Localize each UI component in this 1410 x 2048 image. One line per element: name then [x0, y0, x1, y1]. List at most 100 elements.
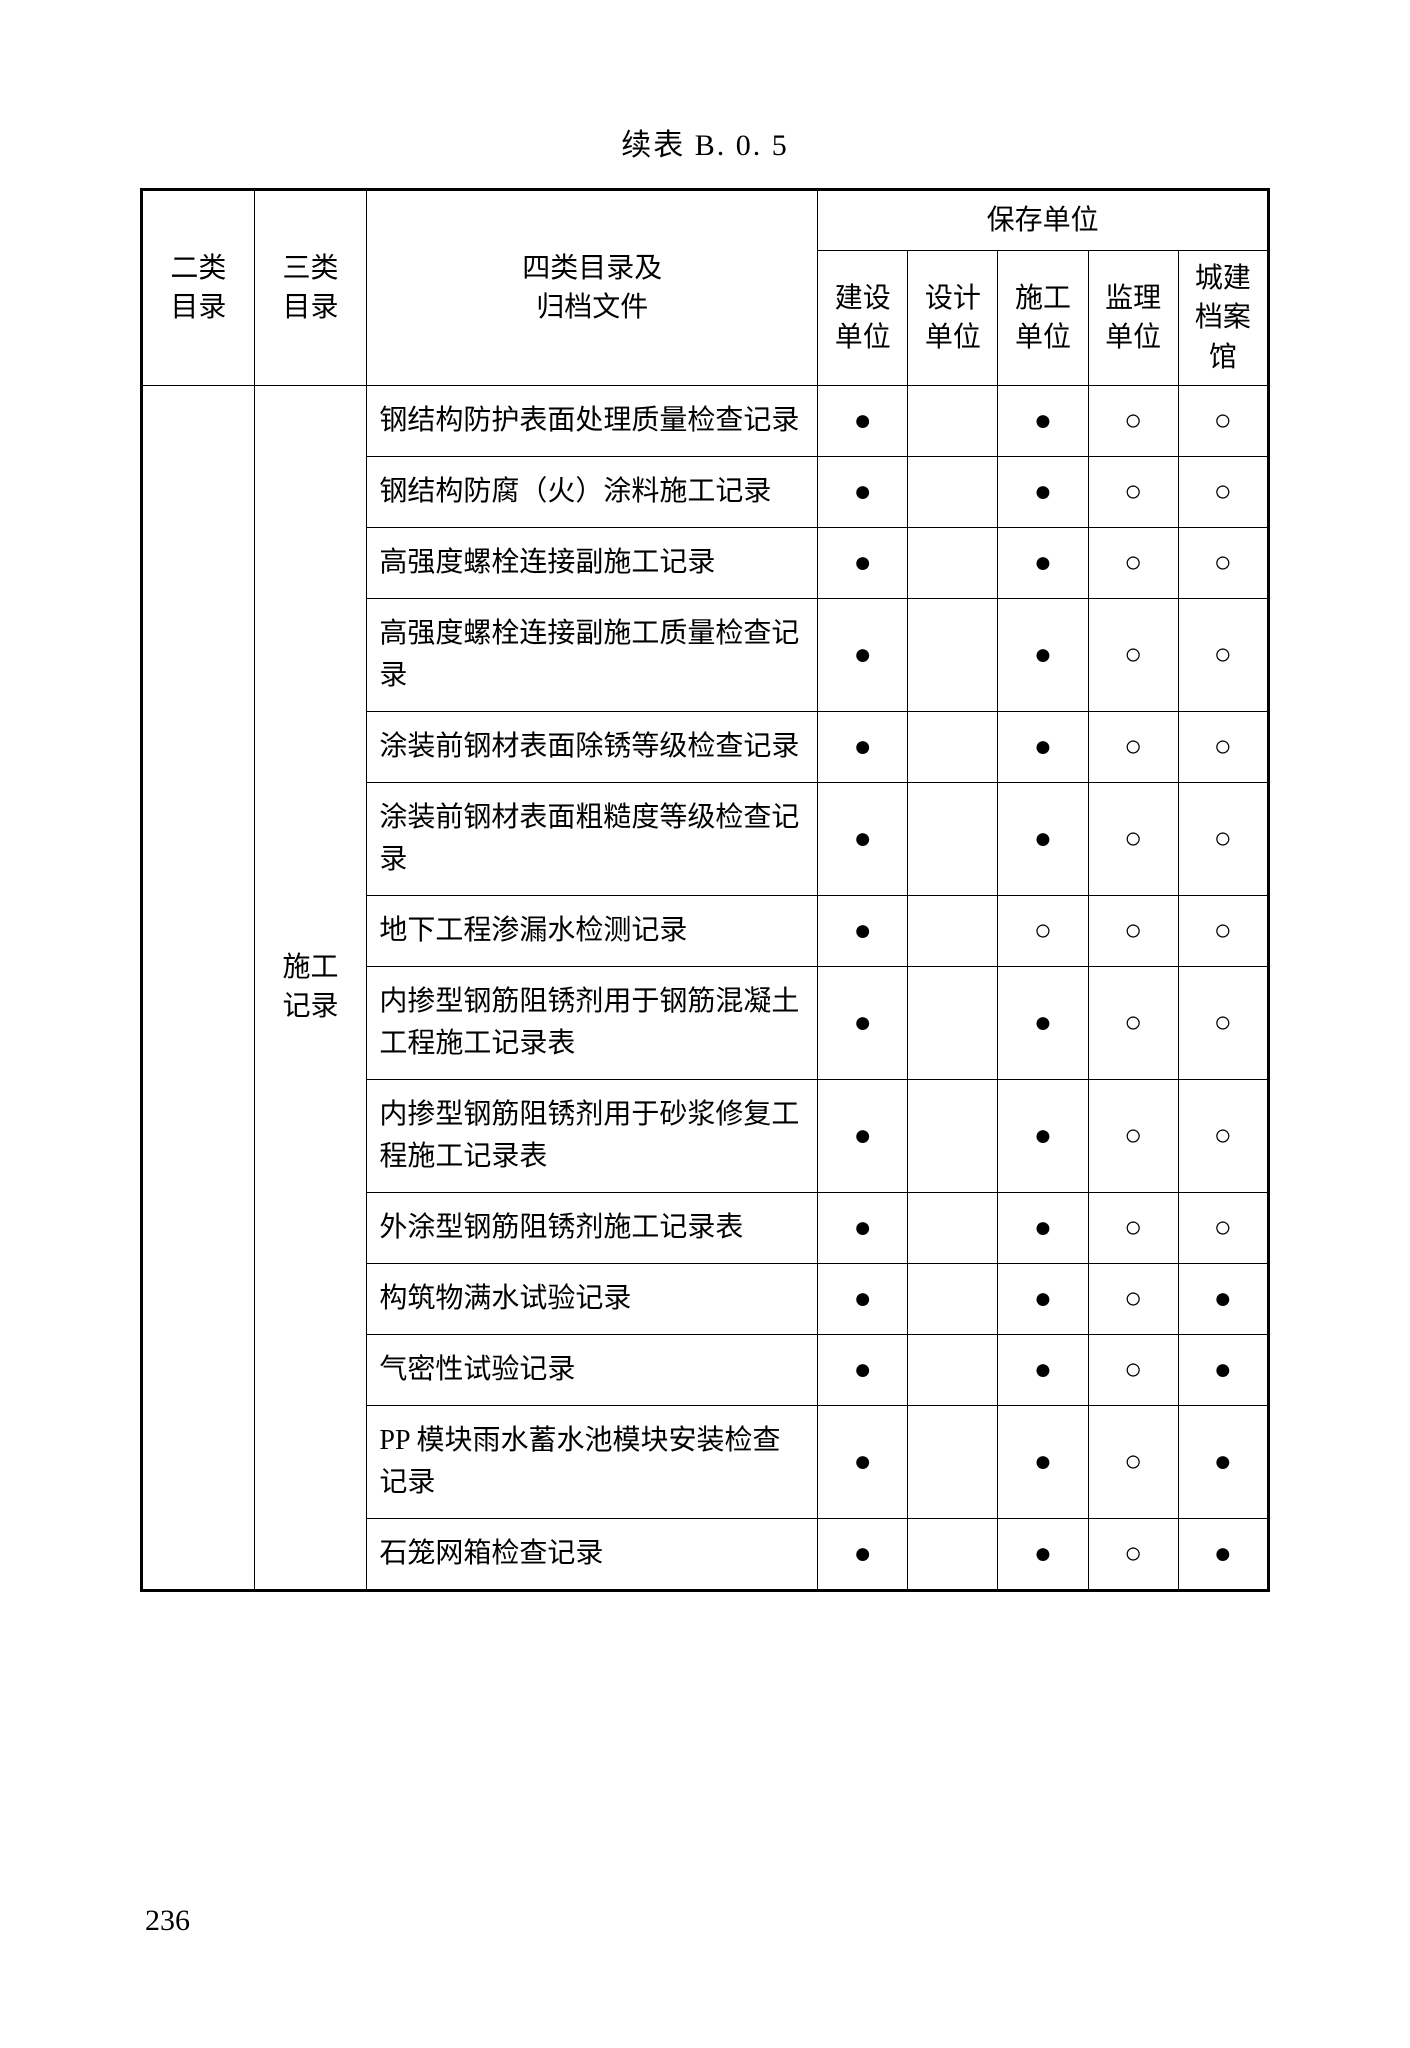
mark-hollow: ○: [1178, 782, 1268, 895]
mark-filled: ●: [1178, 1405, 1268, 1518]
mark-hollow: ○: [1088, 456, 1178, 527]
mark-filled: ●: [998, 1079, 1088, 1192]
desc-cell: 钢结构防腐（火）涂料施工记录: [367, 456, 818, 527]
mark-blank: [908, 782, 998, 895]
mark-hollow: ○: [1178, 1192, 1268, 1263]
mark-filled: ●: [998, 1192, 1088, 1263]
desc-cell: 高强度螺栓连接副施工记录: [367, 527, 818, 598]
desc-cell: 涂装前钢材表面除锈等级检查记录: [367, 711, 818, 782]
table-row: 施工记录钢结构防护表面处理质量检查记录●●○○: [142, 385, 1269, 456]
desc-cell: 地下工程渗漏水检测记录: [367, 895, 818, 966]
mark-filled: ●: [818, 456, 908, 527]
mark-hollow: ○: [1088, 598, 1178, 711]
desc-cell: 外涂型钢筋阻锈剂施工记录表: [367, 1192, 818, 1263]
mark-filled: ●: [818, 966, 908, 1079]
mark-filled: ●: [818, 1405, 908, 1518]
header-unit-4: 城建档案馆: [1178, 251, 1268, 386]
mark-filled: ●: [998, 385, 1088, 456]
header-level3: 三类目录: [254, 190, 367, 386]
table-title: 续表 B. 0. 5: [140, 120, 1270, 164]
mark-filled: ●: [998, 1334, 1088, 1405]
desc-cell: PP 模块雨水蓄水池模块安装检查记录: [367, 1405, 818, 1518]
mark-blank: [908, 711, 998, 782]
mark-blank: [908, 456, 998, 527]
mark-hollow: ○: [1088, 782, 1178, 895]
mark-filled: ●: [818, 1079, 908, 1192]
header-unit-2: 施工单位: [998, 251, 1088, 386]
mark-blank: [908, 598, 998, 711]
mark-filled: ●: [818, 1192, 908, 1263]
mark-filled: ●: [1178, 1334, 1268, 1405]
mark-filled: ●: [818, 598, 908, 711]
mark-hollow: ○: [1088, 895, 1178, 966]
mark-hollow: ○: [1178, 966, 1268, 1079]
mark-blank: [908, 1079, 998, 1192]
mark-filled: ●: [998, 1518, 1088, 1590]
mark-hollow: ○: [1088, 1405, 1178, 1518]
header-unit-1: 设计单位: [908, 251, 998, 386]
page-number: 236: [145, 1904, 190, 1938]
mark-filled: ●: [998, 1405, 1088, 1518]
mark-filled: ●: [818, 1334, 908, 1405]
mark-filled: ●: [998, 527, 1088, 598]
header-level2: 二类目录: [142, 190, 255, 386]
mark-hollow: ○: [998, 895, 1088, 966]
mark-filled: ●: [818, 711, 908, 782]
mark-filled: ●: [818, 895, 908, 966]
mark-blank: [908, 1518, 998, 1590]
desc-cell: 涂装前钢材表面粗糙度等级检查记录: [367, 782, 818, 895]
desc-cell: 构筑物满水试验记录: [367, 1263, 818, 1334]
mark-filled: ●: [818, 1518, 908, 1590]
document-page: 续表 B. 0. 5 二类目录 三类目录 四类目录及归档文件 保存单位 建设单位…: [0, 0, 1410, 1652]
mark-filled: ●: [998, 966, 1088, 1079]
mark-blank: [908, 1263, 998, 1334]
mark-hollow: ○: [1088, 1263, 1178, 1334]
desc-cell: 气密性试验记录: [367, 1334, 818, 1405]
mark-blank: [908, 966, 998, 1079]
mark-hollow: ○: [1088, 1334, 1178, 1405]
desc-cell: 内掺型钢筋阻锈剂用于砂浆修复工程施工记录表: [367, 1079, 818, 1192]
mark-hollow: ○: [1088, 966, 1178, 1079]
mark-blank: [908, 385, 998, 456]
mark-filled: ●: [1178, 1518, 1268, 1590]
mark-filled: ●: [998, 598, 1088, 711]
level3-cell: 施工记录: [254, 385, 367, 1590]
mark-filled: ●: [818, 1263, 908, 1334]
mark-hollow: ○: [1178, 895, 1268, 966]
mark-filled: ●: [818, 385, 908, 456]
mark-filled: ●: [818, 527, 908, 598]
mark-hollow: ○: [1178, 711, 1268, 782]
mark-hollow: ○: [1178, 456, 1268, 527]
mark-filled: ●: [998, 782, 1088, 895]
mark-hollow: ○: [1088, 1079, 1178, 1192]
level2-cell: [142, 385, 255, 1590]
header-unit-3: 监理单位: [1088, 251, 1178, 386]
table-body: 施工记录钢结构防护表面处理质量检查记录●●○○钢结构防腐（火）涂料施工记录●●○…: [142, 385, 1269, 1590]
mark-blank: [908, 527, 998, 598]
desc-cell: 高强度螺栓连接副施工质量检查记录: [367, 598, 818, 711]
desc-cell: 石笼网箱检查记录: [367, 1518, 818, 1590]
mark-filled: ●: [1178, 1263, 1268, 1334]
mark-filled: ●: [998, 1263, 1088, 1334]
mark-hollow: ○: [1088, 1192, 1178, 1263]
mark-hollow: ○: [1088, 711, 1178, 782]
header-storage-group: 保存单位: [818, 190, 1269, 251]
mark-blank: [908, 895, 998, 966]
mark-hollow: ○: [1088, 527, 1178, 598]
header-level4: 四类目录及归档文件: [367, 190, 818, 386]
mark-filled: ●: [998, 711, 1088, 782]
mark-filled: ●: [818, 782, 908, 895]
archive-table: 二类目录 三类目录 四类目录及归档文件 保存单位 建设单位 设计单位 施工单位 …: [140, 188, 1270, 1592]
mark-hollow: ○: [1178, 385, 1268, 456]
mark-hollow: ○: [1178, 1079, 1268, 1192]
header-unit-0: 建设单位: [818, 251, 908, 386]
mark-hollow: ○: [1178, 598, 1268, 711]
mark-hollow: ○: [1088, 1518, 1178, 1590]
mark-hollow: ○: [1088, 385, 1178, 456]
mark-blank: [908, 1192, 998, 1263]
table-header: 二类目录 三类目录 四类目录及归档文件 保存单位 建设单位 设计单位 施工单位 …: [142, 190, 1269, 386]
mark-blank: [908, 1405, 998, 1518]
desc-cell: 钢结构防护表面处理质量检查记录: [367, 385, 818, 456]
mark-filled: ●: [998, 456, 1088, 527]
mark-blank: [908, 1334, 998, 1405]
